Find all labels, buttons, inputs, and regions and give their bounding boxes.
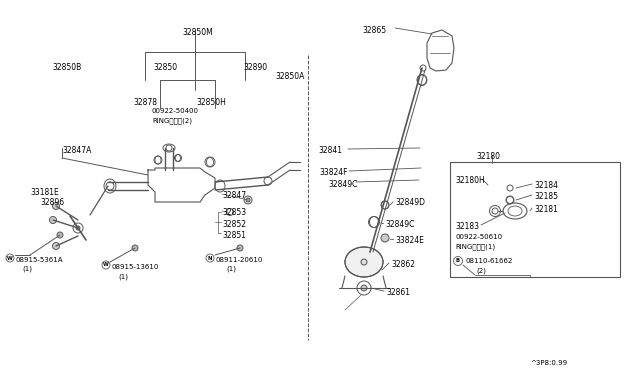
Text: 32851: 32851: [222, 231, 246, 240]
Text: 32861: 32861: [386, 288, 410, 297]
Circle shape: [52, 202, 60, 209]
Circle shape: [57, 232, 63, 238]
Text: N: N: [208, 256, 212, 260]
Circle shape: [49, 217, 56, 224]
Text: 33824F: 33824F: [319, 168, 348, 177]
Text: 32849D: 32849D: [395, 198, 425, 207]
Text: 32847: 32847: [222, 191, 246, 200]
Text: 32184: 32184: [534, 181, 558, 190]
Circle shape: [6, 254, 14, 262]
Text: W: W: [103, 263, 109, 267]
Circle shape: [369, 217, 380, 228]
Text: (1): (1): [22, 266, 32, 273]
Bar: [450, 162, 620, 277]
Text: 32850: 32850: [153, 63, 177, 72]
Text: 33824E: 33824E: [395, 236, 424, 245]
Text: 32890: 32890: [243, 63, 267, 72]
Circle shape: [227, 208, 234, 215]
Text: 32850M: 32850M: [182, 28, 212, 37]
Circle shape: [76, 226, 80, 230]
Text: 00922-50400: 00922-50400: [152, 108, 199, 114]
Circle shape: [132, 245, 138, 251]
Circle shape: [246, 198, 250, 202]
Text: 32183: 32183: [455, 222, 479, 231]
Text: 32180H: 32180H: [455, 176, 484, 185]
Text: 32853: 32853: [222, 208, 246, 217]
Text: 32849C: 32849C: [328, 180, 357, 189]
Circle shape: [106, 182, 114, 190]
Circle shape: [73, 223, 83, 233]
Text: (1): (1): [118, 273, 128, 279]
Text: 32850B: 32850B: [52, 63, 81, 72]
Circle shape: [506, 196, 514, 204]
Circle shape: [454, 257, 463, 266]
Text: 32852: 32852: [222, 220, 246, 229]
Text: 32865: 32865: [362, 26, 386, 35]
Text: 32181: 32181: [534, 205, 558, 214]
Circle shape: [490, 205, 500, 217]
Circle shape: [417, 75, 427, 85]
Circle shape: [361, 285, 367, 291]
Text: (2): (2): [476, 267, 486, 273]
Circle shape: [381, 234, 389, 242]
Text: 32185: 32185: [534, 192, 558, 201]
Text: 08911-20610: 08911-20610: [216, 257, 264, 263]
Circle shape: [154, 156, 162, 164]
Circle shape: [102, 261, 110, 269]
Circle shape: [166, 145, 172, 151]
Text: 32862: 32862: [391, 260, 415, 269]
Text: 32849C: 32849C: [385, 220, 414, 229]
Text: W: W: [7, 256, 13, 260]
Text: 32850A: 32850A: [275, 72, 305, 81]
Text: 08915-5361A: 08915-5361A: [16, 257, 63, 263]
Text: 32841: 32841: [318, 146, 342, 155]
Text: ^3P8:0.99: ^3P8:0.99: [530, 360, 567, 366]
Circle shape: [206, 254, 214, 262]
Circle shape: [507, 185, 513, 191]
Text: 32896: 32896: [40, 198, 64, 207]
Circle shape: [381, 201, 389, 209]
Text: 08915-13610: 08915-13610: [111, 264, 158, 270]
Text: 32180: 32180: [476, 152, 500, 161]
Circle shape: [244, 196, 252, 204]
Text: 00922-50610: 00922-50610: [455, 234, 502, 240]
Text: 33181E: 33181E: [30, 188, 59, 197]
Text: 08110-61662: 08110-61662: [466, 258, 513, 264]
Circle shape: [52, 243, 60, 250]
Text: B: B: [456, 259, 460, 263]
Circle shape: [420, 65, 426, 71]
Circle shape: [205, 157, 215, 167]
Text: 32850H: 32850H: [196, 98, 226, 107]
Text: (1): (1): [226, 266, 236, 273]
Ellipse shape: [345, 247, 383, 277]
Text: 32847A: 32847A: [62, 146, 92, 155]
Text: RINGリング(1): RINGリング(1): [455, 243, 495, 250]
Circle shape: [175, 154, 182, 161]
Text: 32878: 32878: [133, 98, 157, 107]
Circle shape: [361, 259, 367, 265]
Circle shape: [237, 245, 243, 251]
Text: RINGリング(2): RINGリング(2): [152, 117, 192, 124]
Circle shape: [357, 281, 371, 295]
